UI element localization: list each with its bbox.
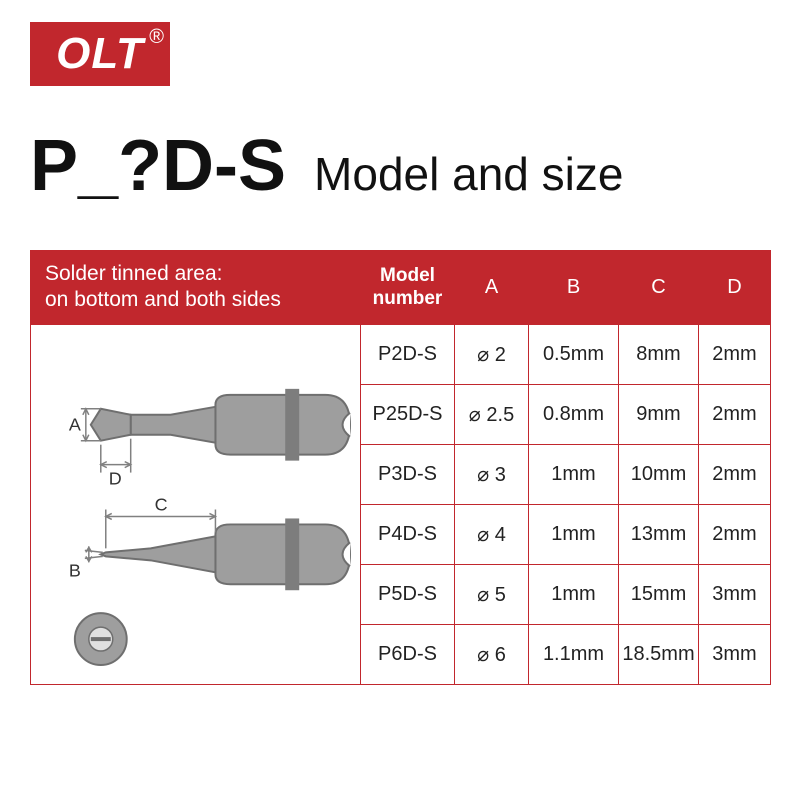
cell-d: 2mm (699, 384, 771, 444)
header-model: Model number (361, 251, 455, 325)
label-d: D (109, 468, 122, 488)
brand-logo: OLT ® (30, 22, 170, 86)
model-pattern-text: P_?D-S (30, 126, 286, 206)
cell-b: 0.5mm (529, 324, 619, 384)
tip-top (91, 388, 350, 460)
diameter-icon: ⌀ (477, 584, 495, 606)
cell-b: 1mm (529, 564, 619, 624)
label-b: B (69, 560, 81, 580)
cell-d: 3mm (699, 564, 771, 624)
cell-b: 0.8mm (529, 384, 619, 444)
cell-c: 13mm (619, 504, 699, 564)
spec-table: Solder tinned area: on bottom and both s… (30, 250, 771, 685)
header-d: D (699, 251, 771, 325)
cell-d: 2mm (699, 324, 771, 384)
cell-a: ⌀ 4 (455, 504, 529, 564)
registered-mark: ® (149, 26, 164, 49)
cell-a: ⌀ 3 (455, 444, 529, 504)
header-a: A (455, 251, 529, 325)
table-header: Solder tinned area: on bottom and both s… (31, 251, 771, 325)
cell-c: 8mm (619, 324, 699, 384)
header-b: B (529, 251, 619, 325)
cell-c: 10mm (619, 444, 699, 504)
cell-b: 1mm (529, 444, 619, 504)
label-a: A (69, 414, 81, 434)
diameter-icon: ⌀ (477, 524, 495, 546)
cell-model: P2D-S (361, 324, 455, 384)
tip-bottom (101, 518, 350, 590)
table-row: A D (31, 324, 771, 384)
cell-c: 18.5mm (619, 624, 699, 684)
cell-c: 9mm (619, 384, 699, 444)
title-subtitle: Model and size (314, 151, 623, 197)
cell-d: 2mm (699, 444, 771, 504)
cell-a: ⌀ 2.5 (455, 384, 529, 444)
label-c: C (155, 494, 168, 514)
table-body: A D (31, 324, 771, 684)
tip-diagram: A D (31, 325, 360, 684)
tip-endview (75, 613, 127, 665)
cell-c: 15mm (619, 564, 699, 624)
cell-model: P4D-S (361, 504, 455, 564)
cell-a: ⌀ 6 (455, 624, 529, 684)
cell-model: P25D-S (361, 384, 455, 444)
header-description: Solder tinned area: on bottom and both s… (31, 251, 361, 325)
brand-name: OLT (56, 29, 144, 79)
cell-d: 3mm (699, 624, 771, 684)
cell-model: P3D-S (361, 444, 455, 504)
diagram-cell: A D (31, 324, 361, 684)
header-c: C (619, 251, 699, 325)
cell-model: P6D-S (361, 624, 455, 684)
cell-b: 1mm (529, 504, 619, 564)
model-pattern: P_?D-S (30, 130, 286, 202)
diameter-icon: ⌀ (477, 644, 495, 666)
title-row: P_?D-S Model and size (30, 130, 770, 202)
diameter-icon: ⌀ (469, 404, 487, 426)
cell-a: ⌀ 5 (455, 564, 529, 624)
dim-d (101, 438, 131, 472)
cell-a: ⌀ 2 (455, 324, 529, 384)
cell-d: 2mm (699, 504, 771, 564)
desc-line1: Solder tinned area: (45, 262, 222, 285)
cell-b: 1.1mm (529, 624, 619, 684)
diameter-icon: ⌀ (477, 464, 495, 486)
cell-model: P5D-S (361, 564, 455, 624)
diameter-icon: ⌀ (477, 344, 495, 366)
desc-line2: on bottom and both sides (45, 288, 281, 311)
